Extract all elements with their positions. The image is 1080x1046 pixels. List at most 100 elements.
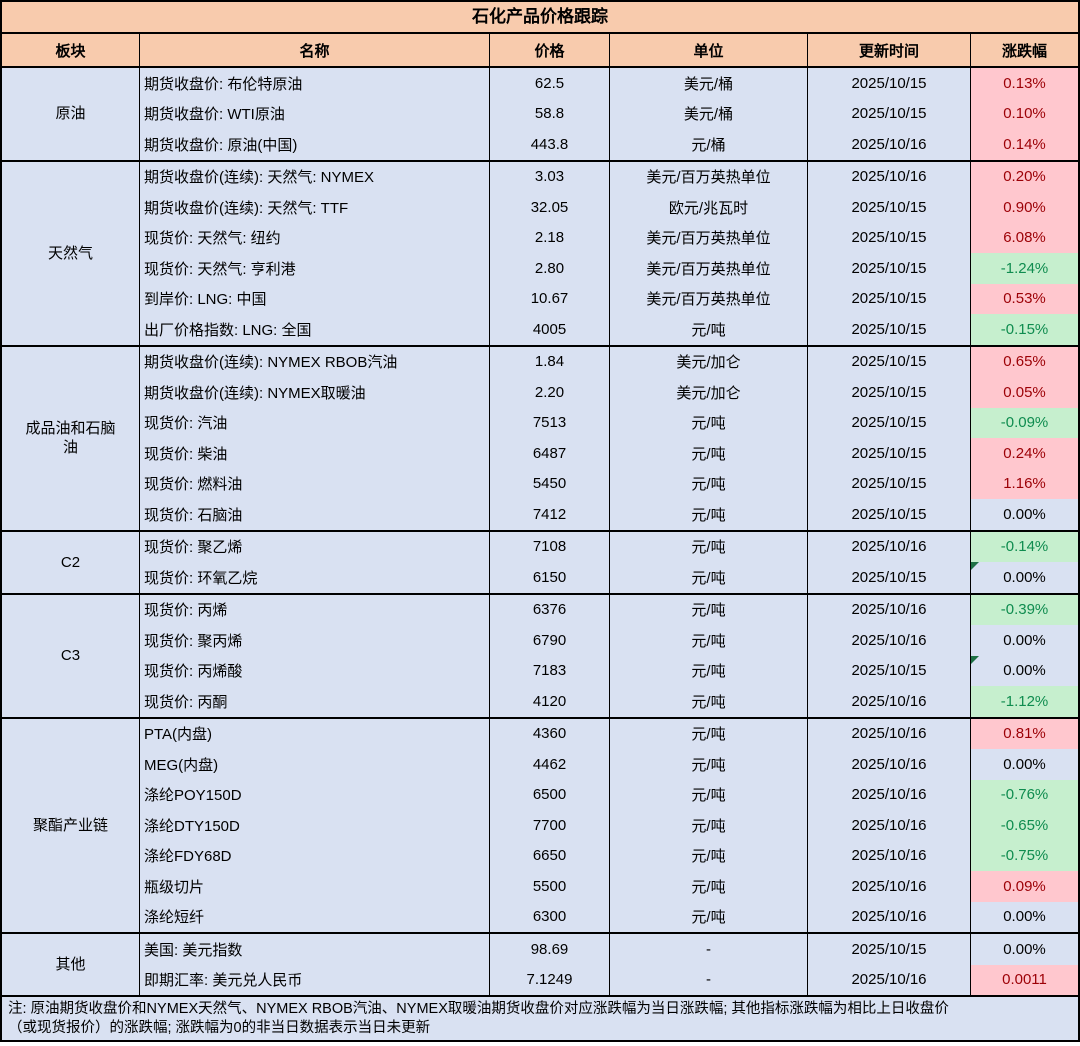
change-value: 0.00% (1003, 631, 1046, 649)
price-value: 7700 (490, 810, 610, 841)
price-value: 62.5 (490, 68, 610, 99)
update-date: 2025/10/15 (808, 499, 971, 530)
price-value: 443.8 (490, 129, 610, 160)
indicator-name: 现货价: 柴油 (140, 438, 490, 469)
column-header-4: 更新时间 (808, 34, 971, 66)
price-value: 6150 (490, 562, 610, 593)
change-value: -1.24% (971, 253, 1078, 284)
change-value: 0.09% (971, 871, 1078, 902)
unit-value: 美元/桶 (610, 68, 808, 99)
indicator-name: 现货价: 丙酮 (140, 686, 490, 717)
page-title: 石化产品价格跟踪 (2, 2, 1078, 34)
unit-value: 元/吨 (610, 625, 808, 656)
update-date: 2025/10/15 (808, 562, 971, 593)
column-header-5: 涨跌幅 (1001, 42, 1047, 60)
change-value: -0.76% (971, 779, 1078, 810)
change-value: 0.00% (1003, 908, 1046, 926)
column-header-3: 单位 (610, 34, 808, 66)
unit-value: 元/吨 (610, 779, 808, 810)
indicator-name: 期货收盘价(连续): NYMEX取暖油 (140, 377, 490, 408)
price-value: 98.69 (490, 934, 610, 965)
update-date: 2025/10/16 (808, 871, 971, 902)
indicator-name: 现货价: 环氧乙烷 (140, 562, 490, 593)
price-value: 4462 (490, 749, 610, 780)
section-1: 天然气 期货收盘价(连续): 天然气: NYMEX 3.03 美元/百万英热单位 202… (2, 161, 1078, 347)
unit-value: 美元/桶 (610, 98, 808, 129)
price-value: 6300 (490, 901, 610, 932)
indicator-name: 瓶级切片 (140, 871, 490, 902)
price-value: 32.05 (490, 192, 610, 223)
unit-value: 元/吨 (610, 810, 808, 841)
change-value: -0.65% (971, 810, 1078, 841)
indicator-name: 现货价: 燃料油 (140, 468, 490, 499)
update-date: 2025/10/16 (808, 810, 971, 841)
change-value: 0.53% (971, 283, 1078, 314)
price-value: 7183 (490, 655, 610, 686)
update-date: 2025/10/15 (808, 438, 971, 469)
indicator-name: 现货价: 汽油 (140, 407, 490, 438)
update-date: 2025/10/16 (808, 840, 971, 871)
price-value: 4005 (490, 314, 610, 345)
section-5: 聚酯产业链 PTA(内盘) 4360 元/吨 2025/10/16 0.81% MEG(内盘… (2, 718, 1078, 934)
change-value: 0.24% (971, 438, 1078, 469)
price-value: 7513 (490, 407, 610, 438)
unit-value: 美元/百万英热单位 (610, 161, 808, 192)
update-date: 2025/10/15 (808, 377, 971, 408)
footnote-line-1: 注: 原油期货收盘价和NYMEX天然气、NYMEX RBOB汽油、NYMEX取暖… (8, 1001, 949, 1017)
indicator-name: 现货价: 丙烯 (140, 594, 490, 625)
section-label: 其他 (2, 934, 140, 995)
change-value: 0.90% (971, 192, 1078, 223)
section-label: 成品油和石脑油 (2, 346, 140, 530)
change-value: 0.81% (971, 718, 1078, 749)
update-date: 2025/10/16 (808, 531, 971, 562)
indicator-name: 即期汇率: 美元兑人民币 (140, 964, 490, 995)
change-value: 0.00% (971, 562, 1078, 593)
section-6: 其他 美国: 美元指数 98.69-2025/10/15 0.00% 即期汇率: 美元兑… (2, 934, 1078, 997)
update-date: 2025/10/16 (808, 749, 971, 780)
indicator-name: 现货价: 天然气: 亨利港 (140, 253, 490, 284)
update-date: 2025/10/15 (808, 98, 971, 129)
change-value: 6.08% (971, 222, 1078, 253)
price-value: 4120 (490, 686, 610, 717)
indicator-name: 涤纶DTY150D (140, 810, 490, 841)
change-value: 1.16% (971, 468, 1078, 499)
unit-value: 美元/加仑 (610, 346, 808, 377)
unit-value: 元/吨 (610, 871, 808, 902)
unit-value: 元/吨 (610, 718, 808, 749)
price-value: 6487 (490, 438, 610, 469)
unit-value: 美元/百万英热单位 (610, 253, 808, 284)
footnote-line-2: （或现货报价）的涨跌幅; 涨跌幅为0的非当日数据表示当日未更新 (8, 1020, 431, 1036)
unit-value: 元/吨 (610, 499, 808, 530)
indicator-name: 涤纶FDY68D (140, 840, 490, 871)
unit-value: 元/吨 (610, 438, 808, 469)
unit-value: 元/吨 (610, 901, 808, 932)
price-value: 4360 (490, 718, 610, 749)
change-value: -0.39% (971, 594, 1078, 625)
change-value: 0.00% (1003, 940, 1046, 958)
unit-value: 元/吨 (610, 686, 808, 717)
update-date: 2025/10/16 (808, 625, 971, 656)
section-0: 原油 期货收盘价: 布伦特原油 62.5 美元/桶 2025/10/15 0.13% 期货收… (2, 68, 1078, 162)
indicator-name: 现货价: 聚丙烯 (140, 625, 490, 656)
unit-value: 美元/百万英热单位 (610, 222, 808, 253)
unit-value: 元/吨 (610, 314, 808, 345)
update-date: 2025/10/16 (808, 161, 971, 192)
price-value: 5450 (490, 468, 610, 499)
unit-value: - (610, 964, 808, 995)
table-header-row: 板块 名称 价格 单位 更新时间 涨跌幅 (2, 34, 1078, 68)
indicator-name: 期货收盘价: WTI原油 (140, 98, 490, 129)
update-date: 2025/10/16 (808, 901, 971, 932)
update-date: 2025/10/16 (808, 129, 971, 160)
section-label: C2 (2, 531, 140, 593)
price-value: 7.1249 (490, 964, 610, 995)
cell-flag-triangle-icon (971, 562, 979, 570)
cell-flag-triangle-icon (971, 655, 979, 664)
change-value: 0.20% (971, 161, 1078, 192)
indicator-name: 涤纶POY150D (140, 779, 490, 810)
indicator-name: 期货收盘价: 原油(中国) (140, 129, 490, 160)
indicator-name: 美国: 美元指数 (140, 934, 490, 965)
price-value: 6650 (490, 840, 610, 871)
unit-value: 元/吨 (610, 562, 808, 593)
change-value: 0.05% (971, 377, 1078, 408)
update-date: 2025/10/15 (808, 283, 971, 314)
